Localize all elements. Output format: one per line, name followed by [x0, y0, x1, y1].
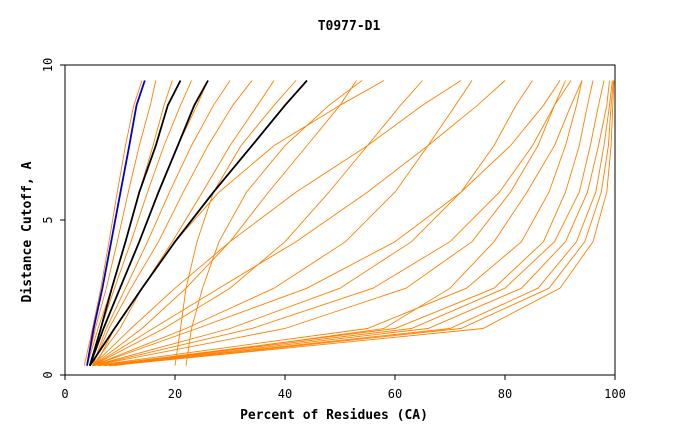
series-line-27 [185, 80, 363, 366]
x-axis: 0 20 40 60 80 100 [61, 375, 626, 401]
series-line-18 [108, 80, 614, 367]
x-tick-label-0: 0 [61, 387, 68, 401]
x-axis-label: Percent of Residues (CA) [240, 408, 428, 423]
series-line-24 [92, 80, 561, 367]
y-tick-label-0: 0 [41, 371, 55, 378]
x-tick-label-5: 100 [604, 387, 626, 401]
series-line-11 [92, 80, 533, 367]
series-line-28 [86, 80, 146, 366]
series-line-22 [92, 80, 462, 367]
series-line-20 [114, 80, 583, 367]
series-line-7 [94, 80, 275, 366]
y-axis-label: Distance Cutoff, A [20, 161, 35, 302]
series-line-26 [174, 80, 297, 366]
series-line-16 [103, 80, 610, 367]
y-axis: 0 5 10 [41, 58, 65, 379]
series-line-13 [92, 80, 583, 367]
series-line-15 [97, 80, 605, 367]
series-line-1 [86, 80, 157, 366]
x-tick-label-3: 60 [388, 387, 402, 401]
series-line-14 [97, 80, 594, 367]
series-line-0 [83, 80, 143, 366]
series-layer [83, 79, 615, 367]
x-tick-label-2: 40 [278, 387, 292, 401]
series-line-6 [92, 80, 253, 366]
series-line-5 [92, 80, 231, 366]
series-line-19 [108, 80, 615, 367]
series-line-29 [88, 80, 182, 366]
series-line-31 [89, 79, 308, 367]
series-line-17 [103, 80, 613, 367]
series-line-25 [92, 80, 572, 367]
series-line-12 [92, 80, 566, 367]
chart-title: T0977-D1 [318, 19, 381, 34]
y-tick-label-2: 10 [41, 58, 55, 72]
x-tick-label-4: 80 [498, 387, 512, 401]
series-line-8 [92, 80, 357, 367]
series-line-23 [92, 80, 506, 367]
x-tick-label-1: 20 [168, 387, 182, 401]
series-line-9 [92, 80, 423, 367]
series-line-10 [92, 80, 473, 367]
series-line-21 [92, 80, 385, 366]
series-line-30 [88, 80, 209, 367]
y-tick-label-1: 5 [41, 216, 55, 223]
